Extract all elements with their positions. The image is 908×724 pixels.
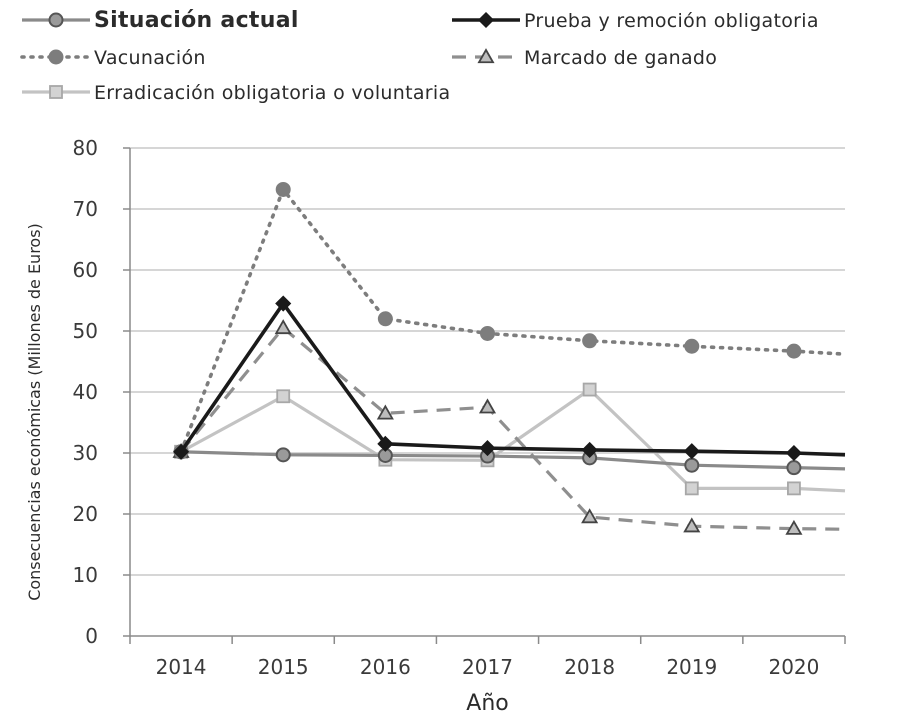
data-point xyxy=(684,481,699,496)
legend-item: Situación actual xyxy=(22,8,299,33)
data-point xyxy=(785,519,803,535)
series-4 xyxy=(172,319,846,535)
series-line xyxy=(179,326,846,531)
legend: Situación actual Prueba y remoción obliga… xyxy=(20,8,819,104)
x-tick-label: 2019 xyxy=(666,655,717,679)
data-point xyxy=(275,447,291,463)
data-point xyxy=(274,319,292,335)
legend-label: Situación actual xyxy=(94,8,299,33)
data-point xyxy=(786,460,802,476)
data-point xyxy=(173,443,190,460)
y-tick-label: 70 xyxy=(73,197,98,221)
legend-marker xyxy=(48,49,64,65)
x-tick-label: 2015 xyxy=(258,655,309,679)
y-tick-label: 40 xyxy=(73,380,98,404)
data-point xyxy=(581,441,598,459)
legend-item: Erradicación obligatoria o voluntaria xyxy=(22,82,450,104)
legend-marker xyxy=(49,85,63,99)
y-tick-label: 20 xyxy=(73,502,98,526)
data-point xyxy=(276,389,291,404)
series-3 xyxy=(173,181,847,460)
data-point xyxy=(478,398,497,414)
data-point xyxy=(683,517,701,533)
legend-marker xyxy=(477,48,495,64)
x-tick-label: 2020 xyxy=(768,655,819,679)
series-5 xyxy=(174,382,846,496)
data-point xyxy=(275,295,292,312)
legend-item: Vacunación xyxy=(20,47,206,69)
grid xyxy=(130,147,845,576)
legend-label: Vacunación xyxy=(94,47,206,69)
data-point xyxy=(787,481,801,496)
legend-marker xyxy=(477,11,495,29)
series-line xyxy=(180,387,846,493)
data-point xyxy=(376,404,394,420)
axes: 0 10 20 30 40 50 60 70 80 2014 2015 2016 2017 2018 201… xyxy=(73,136,846,679)
data-point xyxy=(581,508,599,524)
data-point xyxy=(582,382,597,397)
series-line xyxy=(181,450,846,471)
legend-item: Marcado de ganado xyxy=(452,47,717,69)
data-point xyxy=(377,435,394,452)
legend-label: Prueba y remoción obligatoria xyxy=(524,10,819,32)
legend-item: Prueba y remoción obligatoria xyxy=(452,10,819,32)
x-tick-label: 2017 xyxy=(462,655,513,679)
x-tick-label: 2014 xyxy=(156,655,207,679)
data-point xyxy=(275,181,291,197)
data-point xyxy=(683,443,700,460)
data-point xyxy=(684,457,700,473)
series-line xyxy=(179,187,847,454)
x-axis-title: Año xyxy=(466,691,508,716)
series xyxy=(172,181,847,535)
y-tick-label: 80 xyxy=(73,136,98,160)
y-axis-title: Consecuencias económicas (Millones de Eu… xyxy=(25,223,44,601)
data-point xyxy=(480,325,495,341)
y-tick-label: 10 xyxy=(73,563,98,587)
x-tick-label: 2018 xyxy=(564,655,615,679)
data-point xyxy=(582,333,598,349)
legend-marker xyxy=(48,12,64,28)
series-2 xyxy=(173,295,846,462)
data-point xyxy=(479,440,496,457)
y-tick-label: 50 xyxy=(73,319,98,343)
legend-label: Marcado de ganado xyxy=(524,47,717,69)
y-tick-label: 30 xyxy=(73,441,98,465)
data-point xyxy=(684,338,700,354)
y-tick-label: 0 xyxy=(85,624,98,648)
data-point xyxy=(377,311,393,327)
data-point xyxy=(786,343,802,359)
y-tick-label: 60 xyxy=(73,258,98,282)
series-line xyxy=(179,301,846,457)
data-point xyxy=(785,444,802,462)
legend-label: Erradicación obligatoria o voluntaria xyxy=(94,82,450,104)
x-tick-label: 2016 xyxy=(360,655,411,679)
